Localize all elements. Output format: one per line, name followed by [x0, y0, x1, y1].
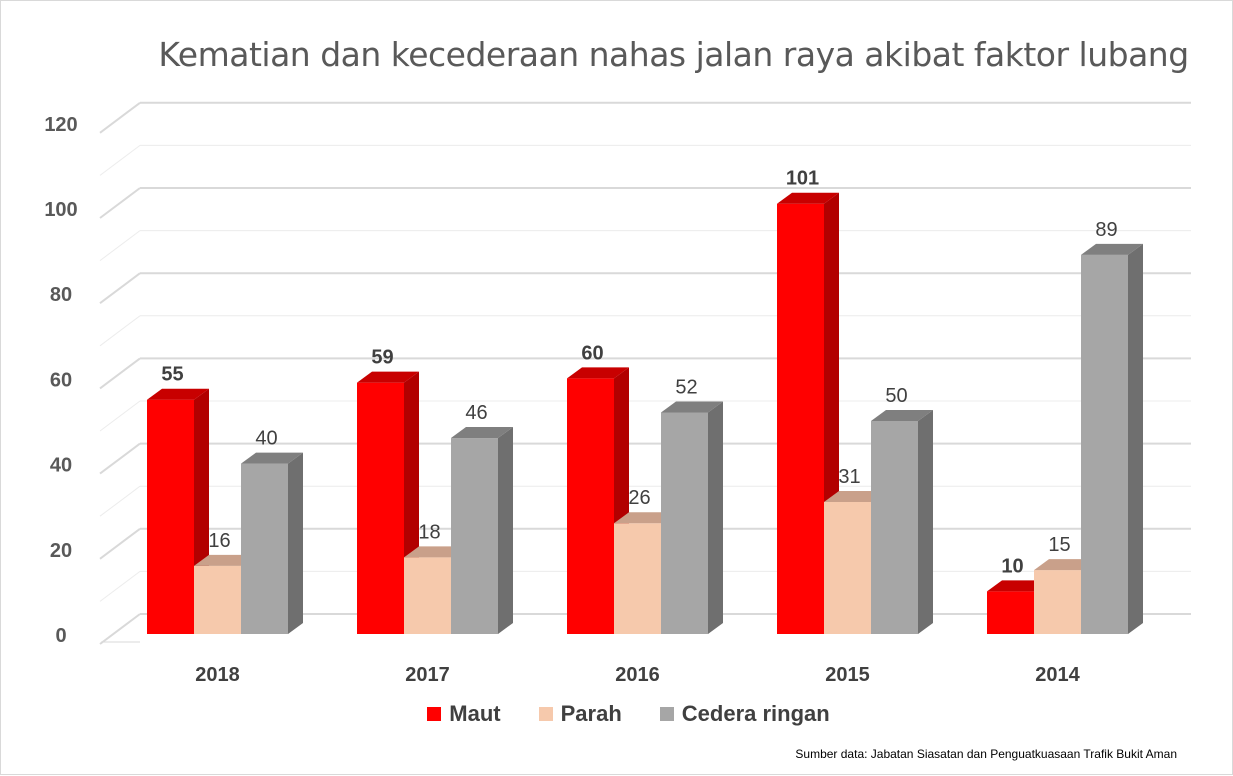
bar-top-maut-2016: [567, 367, 629, 379]
data-label-maut-2014: 10: [1001, 555, 1023, 577]
bar-top-parah-2018: [194, 554, 256, 566]
data-label-cedera-ringan-2014: 89: [1095, 219, 1117, 241]
bar-top-parah-2015: [824, 490, 886, 502]
bar-parah-2014: [1034, 570, 1081, 634]
bar-top-maut-2015: [777, 192, 839, 204]
gridline-side-10: [99, 571, 141, 602]
bar-side-cedera-ringan-2014: [1128, 243, 1143, 635]
bar-maut-2015: [777, 203, 824, 635]
gridline-side-90: [99, 230, 141, 262]
data-label-parah-2018: 16: [208, 530, 230, 552]
x-tick-label-2015: 2015: [825, 664, 870, 686]
data-label-cedera-ringan-2016: 52: [675, 376, 697, 398]
legend-label-maut: Maut: [449, 701, 501, 726]
y-tick-label: 120: [44, 114, 77, 136]
bar-top-cedera-ringan-2014: [1081, 243, 1143, 255]
y-tick-label: 100: [44, 199, 77, 221]
data-label-maut-2015: 101: [786, 168, 819, 190]
data-label-maut-2017: 59: [371, 347, 393, 369]
bar-maut-2017: [357, 382, 404, 634]
gridline-side-100: [99, 187, 141, 219]
bar-top-cedera-ringan-2016: [661, 401, 723, 413]
y-tick-label: 60: [50, 369, 72, 391]
bar-maut-2016: [567, 378, 614, 634]
bar-top-cedera-ringan-2015: [871, 410, 933, 421]
bar-side-cedera-ringan-2017: [498, 427, 513, 634]
legend-label-parah: Parah: [560, 701, 622, 726]
bar-top-parah-2014: [1034, 559, 1096, 571]
data-label-parah-2017: 18: [418, 521, 440, 543]
gridline-side-80: [99, 272, 141, 305]
legend-item-cedera-ringan: Cedera ringan: [659, 701, 830, 727]
bar-cedera-ringan-2015: [871, 421, 918, 634]
bar-side-cedera-ringan-2016: [708, 401, 723, 634]
bar-top-maut-2018: [147, 388, 209, 400]
data-label-parah-2014: 15: [1048, 534, 1070, 556]
x-tick-label-2018: 2018: [195, 664, 240, 686]
gridline-side-20: [99, 527, 141, 560]
gridline-side-60: [99, 357, 141, 390]
bar-cedera-ringan-2014: [1081, 254, 1128, 635]
data-label-cedera-ringan-2018: 40: [255, 428, 277, 450]
data-label-maut-2016: 60: [581, 342, 603, 364]
legend-item-parah: Parah: [538, 701, 622, 727]
y-tick-label: 0: [55, 625, 66, 647]
bar-parah-2015: [824, 501, 871, 634]
data-label-cedera-ringan-2015: 50: [885, 385, 907, 407]
bar-parah-2016: [614, 523, 661, 634]
legend-label-cedera-ringan: Cedera ringan: [681, 701, 830, 726]
bar-maut-2018: [147, 399, 194, 634]
legend-swatch-cedera-ringan: [659, 707, 674, 721]
data-label-parah-2015: 31: [838, 466, 860, 488]
chart-title: Kematian dan kecederaan nahas jalan raya…: [158, 35, 1189, 74]
gridline-side-30: [99, 485, 141, 517]
source-note: Sumber data: Jabatan Siasatan dan Pengua…: [795, 747, 1177, 761]
x-tick-label-2017: 2017: [405, 664, 450, 686]
bar-cedera-ringan-2017: [451, 438, 498, 634]
bar-top-cedera-ringan-2018: [241, 452, 303, 464]
gridline-side-40: [99, 442, 141, 475]
legend-swatch-maut: [427, 707, 442, 721]
bar-top-cedera-ringan-2017: [451, 427, 513, 439]
bar-parah-2018: [194, 565, 241, 634]
gridline-side-110: [99, 144, 141, 176]
y-tick-label: 80: [50, 284, 72, 306]
bar-side-cedera-ringan-2018: [288, 452, 303, 634]
gridline-side-70: [99, 315, 141, 347]
y-tick-label: 40: [50, 455, 72, 477]
bar-cedera-ringan-2018: [241, 463, 288, 634]
x-tick-label-2014: 2014: [1035, 664, 1080, 686]
legend-swatch-parah: [538, 707, 553, 721]
x-tick-label-2016: 2016: [615, 664, 660, 686]
gridline-side-50: [99, 400, 141, 432]
bar-top-parah-2016: [614, 512, 676, 524]
data-label-cedera-ringan-2017: 46: [465, 402, 487, 424]
bar-maut-2014: [987, 591, 1034, 634]
bar-cedera-ringan-2016: [661, 412, 708, 634]
chart-legend: Maut Parah Cedera ringan: [1, 701, 1233, 727]
bar-side-cedera-ringan-2015: [918, 410, 933, 634]
legend-item-maut: Maut: [427, 701, 501, 727]
bar-parah-2017: [404, 557, 451, 634]
bar-top-parah-2017: [404, 546, 466, 558]
gridline-side-120: [99, 102, 141, 134]
gridline-side-0: [99, 613, 141, 645]
y-tick-label: 20: [50, 540, 72, 562]
bar-top-maut-2014: [987, 580, 1049, 592]
data-label-maut-2018: 55: [161, 364, 183, 386]
data-label-parah-2016: 26: [628, 487, 650, 509]
bar-top-maut-2017: [357, 371, 419, 383]
